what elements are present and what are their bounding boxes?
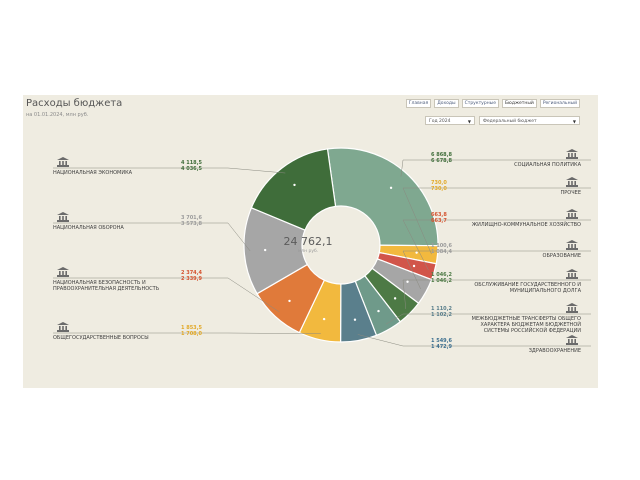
donut-chart: [53, 147, 591, 347]
slice-value-bottom-2: 663,7: [431, 218, 447, 224]
donut-hole: [303, 207, 379, 283]
slice-value-bottom-5: 1 102,2: [431, 312, 453, 318]
slice-value-bottom-6: 1 472,9: [431, 344, 453, 350]
page-title: Расходы бюджета: [26, 98, 123, 109]
slice-label-0: СОЦИАЛЬНАЯ ПОЛИТИКА: [514, 162, 581, 168]
tab-budget[interactable]: Бюджетный: [501, 99, 537, 108]
slice-value-top-10: 4 118,5: [181, 160, 203, 166]
slice-value-bottom-1: 730,0: [431, 186, 447, 192]
chevron-down-icon: ▼: [467, 119, 471, 124]
tab-structural[interactable]: Структурные: [461, 99, 499, 108]
tab-income[interactable]: Доходы: [434, 99, 459, 108]
slice-value-bottom-4: 1 046,2: [431, 278, 453, 284]
tab-main[interactable]: Главная: [405, 99, 432, 108]
slice-value-bottom-3: 1 084,4: [431, 249, 453, 255]
tab-regional[interactable]: Региональный: [539, 99, 580, 108]
slice-label-2: ЖИЛИЩНО-КОММУНАЛЬНОЕ ХОЗЯЙСТВО: [471, 222, 581, 228]
slice-label-6: ЗДРАВООХРАНЕНИЕ: [528, 348, 581, 354]
slice-dot-8: [288, 299, 291, 303]
slice-value-top-6: 1 549,6: [431, 338, 453, 344]
slice-value-bottom-0: 6 678,8: [431, 158, 453, 164]
slice-value-top-2: 663,8: [431, 212, 447, 218]
chevron-down-icon: ▼: [572, 119, 576, 124]
slice-label-3: ОБРАЗОВАНИЕ: [542, 253, 581, 259]
slice-dot-1: [415, 251, 418, 254]
leader-line-9: [53, 222, 251, 252]
slice-dot-5: [377, 309, 380, 313]
budget-select[interactable]: Федеральный бюджет ▼: [479, 116, 580, 125]
leader-line-6: [357, 334, 591, 347]
slice-dot-9: [263, 248, 267, 252]
leader-line-2: [402, 219, 591, 271]
leader-line-7: [53, 332, 321, 334]
slice-dot-2: [412, 264, 416, 268]
view-tabs: Главная Доходы Структурные Бюджетный Рег…: [405, 99, 580, 108]
slice-label-1: ПРОЧЕЕ: [560, 190, 581, 196]
budget-panel: Расходы бюджета на 01.01.2024, млн руб. …: [23, 95, 598, 388]
columns-icon: [565, 145, 579, 159]
slice-label-5: МЕЖБЮДЖЕТНЫЕ ТРАНСФЕРТЫ ОБЩЕГО ХАРАКТЕРА…: [471, 316, 581, 334]
lamp-icon: [565, 205, 579, 219]
slice-label-10: НАЦИОНАЛЬНАЯ ЭКОНОМИКА: [53, 170, 133, 176]
slice-value-bottom-9: 3 573,8: [181, 221, 203, 227]
handcuffs-icon: [56, 263, 70, 277]
leader-line-10: [53, 167, 286, 174]
slice-value-bottom-7: 1 708,0: [181, 331, 203, 337]
slice-label-7: ОБЩЕГОСУДАРСТВЕННЫЕ ВОПРОСЫ: [53, 335, 149, 341]
slice-dot-6: [353, 318, 357, 321]
building-icon: [56, 318, 70, 332]
slice-value-bottom-8: 2 339,9: [181, 276, 203, 282]
budget-select-value: Федеральный бюджет: [483, 119, 537, 124]
year-select-value: Год 2024: [429, 119, 451, 124]
slice-label-8: НАЦИОНАЛЬНАЯ БЕЗОПАСНОСТЬ И ПРАВООХРАНИТ…: [53, 280, 160, 292]
hand-coin-icon: [565, 265, 579, 279]
slice-dot-10: [293, 183, 296, 187]
slice-label-9: НАЦИОНАЛЬНАЯ ОБОРОНА: [53, 225, 124, 231]
slice-value-bottom-10: 4 036,5: [181, 166, 203, 172]
page-subtitle: на 01.01.2024, млн руб.: [26, 112, 89, 118]
leader-line-3: [402, 250, 591, 290]
slice-dot-4: [393, 297, 397, 300]
center-total-unit: млн руб.: [297, 249, 319, 254]
slice-value-top-0: 6 868,8: [431, 152, 453, 158]
leader-line-8: [53, 277, 280, 313]
graduation-cap-icon: [565, 236, 579, 250]
pie-slice-10[interactable]: [250, 148, 337, 231]
slice-value-top-1: 730,0: [431, 180, 447, 186]
slice-value-top-8: 2 374,4: [181, 270, 203, 276]
bank-icon: [56, 153, 70, 167]
leader-line-5: [385, 313, 591, 325]
slice-value-top-4: 1 046,2: [431, 272, 453, 278]
money-bag-icon: [565, 299, 579, 313]
center-total-value: 24 762,1: [283, 235, 333, 248]
leader-line-4: [402, 279, 591, 309]
slice-value-top-5: 1 110,2: [431, 306, 453, 312]
slice-value-top-3: 1 100,6: [431, 243, 453, 249]
year-select[interactable]: Год 2024 ▼: [425, 116, 475, 125]
slice-dot-7: [322, 317, 326, 321]
slice-value-top-7: 1 853,5: [181, 325, 203, 331]
caduceus-icon: [565, 331, 579, 345]
leader-line-0: [400, 159, 591, 177]
slice-dot-3: [406, 280, 409, 283]
columns-icon: [565, 173, 579, 187]
leader-line-1: [402, 187, 591, 255]
slice-dot-0: [389, 186, 393, 190]
slice-label-4: ОБСЛУЖИВАНИЕ ГОСУДАРСТВЕННОГО И МУНИЦИПА…: [474, 282, 581, 294]
shield-icon: [56, 208, 70, 222]
pie-slice-0[interactable]: [326, 147, 439, 247]
slice-value-top-9: 3 701,6: [181, 215, 203, 221]
